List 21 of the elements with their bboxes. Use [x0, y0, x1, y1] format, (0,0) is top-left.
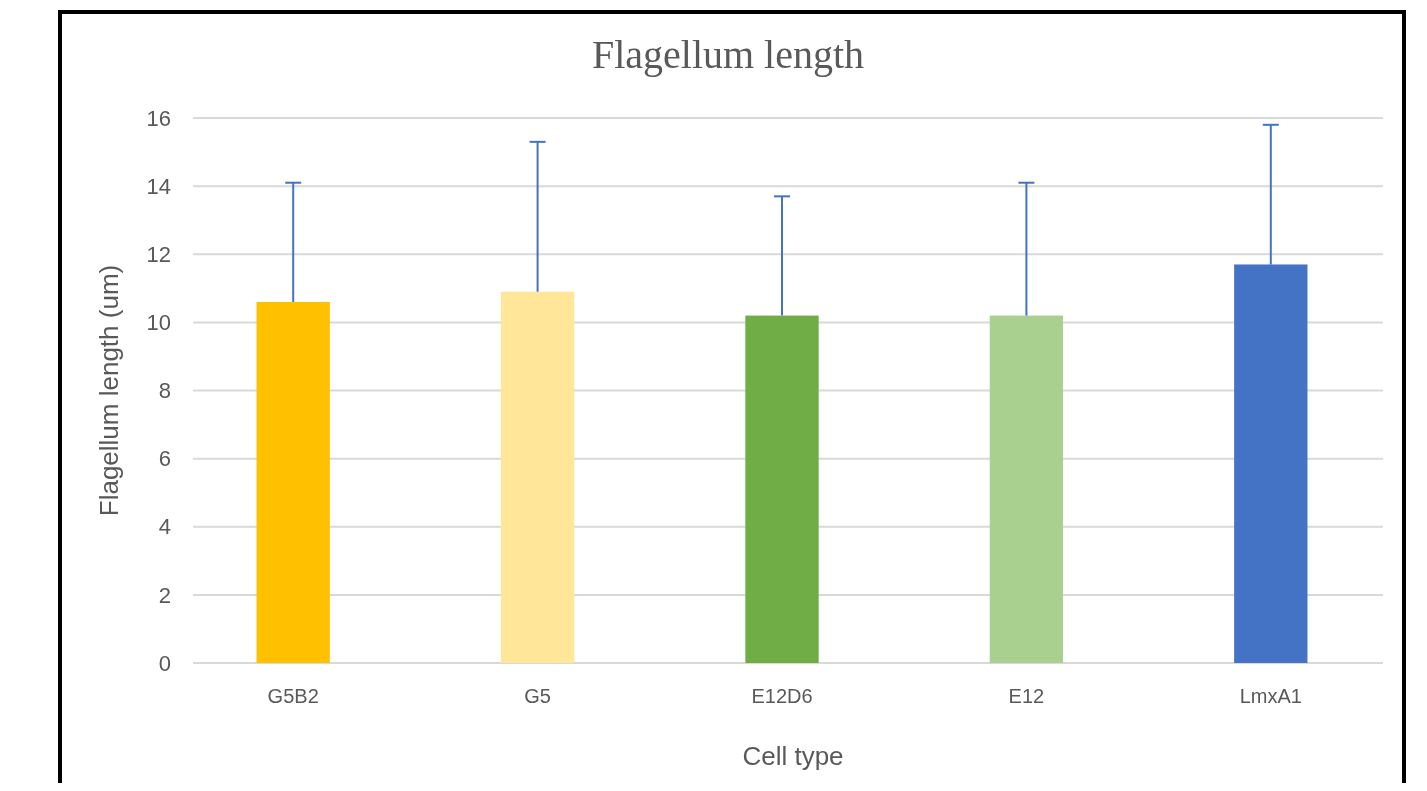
y-tick-label: 8 — [158, 378, 171, 404]
y-tick-label: 12 — [146, 241, 171, 267]
bar — [500, 291, 575, 663]
y-tick-label: 14 — [146, 173, 171, 199]
y-tick-label: 4 — [158, 514, 171, 540]
x-axis-title: Cell type — [742, 741, 844, 771]
y-tick-label: 16 — [146, 105, 171, 131]
x-tick-label: LmxA1 — [1239, 685, 1302, 707]
chart-title: Flagellum length — [591, 32, 865, 77]
x-tick-label: E12D6 — [751, 685, 813, 707]
x-tick-label: E12 — [1008, 685, 1045, 707]
y-tick-label: 2 — [158, 582, 171, 608]
bar — [989, 315, 1064, 663]
x-tick-label: G5 — [524, 685, 551, 707]
x-tick-label: G5B2 — [267, 685, 319, 707]
y-tick-label: 10 — [146, 310, 171, 336]
bar — [745, 315, 819, 663]
y-tick-label: 0 — [158, 650, 171, 676]
y-axis-title: Flagellum length (um) — [94, 264, 124, 517]
bar — [256, 301, 330, 663]
y-tick-label: 6 — [158, 446, 171, 472]
